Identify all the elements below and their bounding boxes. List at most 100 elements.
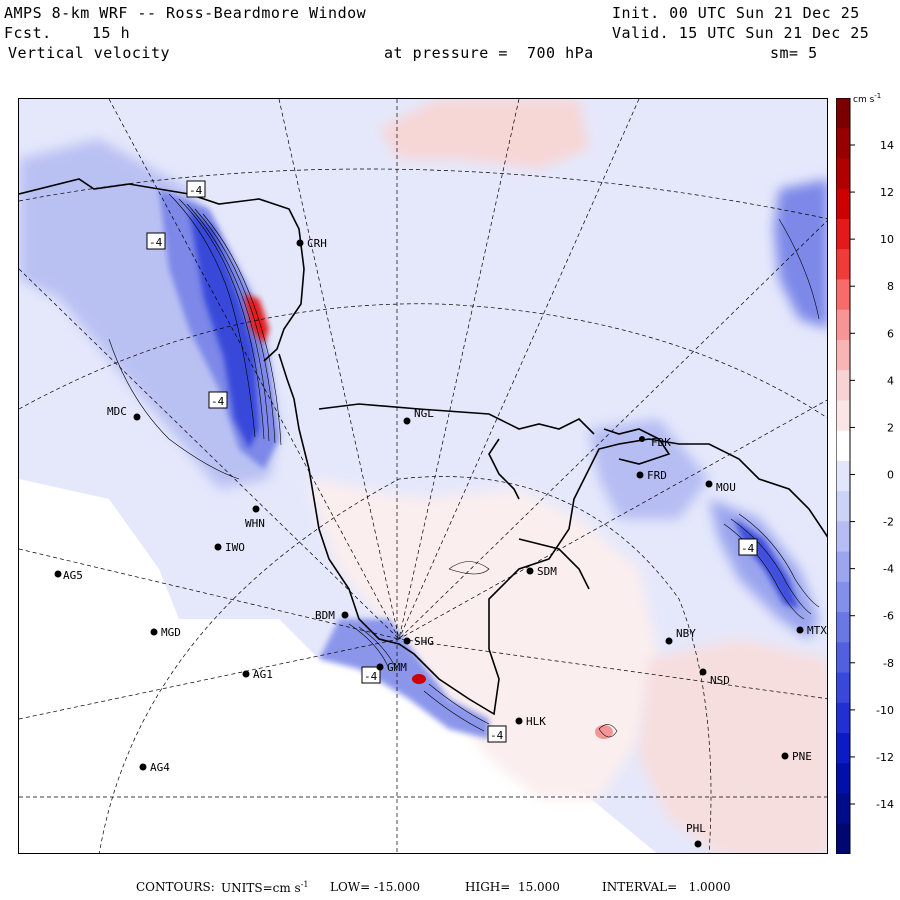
colorbar-swatch <box>836 521 850 553</box>
blue-region-ne <box>774 179 827 329</box>
model-title: AMPS 8-km WRF -- Ross-Beardmore Window <box>4 4 367 22</box>
variable-name: Vertical velocity <box>8 44 171 62</box>
colorbar-tick-label: 8 <box>887 280 894 293</box>
smoothing-value: sm= 5 <box>770 44 818 62</box>
footer-high: HIGH= 15.000 <box>465 880 560 894</box>
colorbar-swatch <box>836 188 850 220</box>
colorbar-swatch <box>836 581 850 613</box>
colorbar-swatch <box>836 612 850 643</box>
station-label: CRH <box>307 237 327 250</box>
station-hlk[interactable]: HLK <box>515 715 547 728</box>
station-label: HLK <box>526 715 546 728</box>
station-iwo[interactable]: IWO <box>214 541 245 554</box>
footer-interval: INTERVAL= 1.0000 <box>602 880 731 894</box>
station-label: MGD <box>161 626 181 639</box>
colorbar-units-exp: -1 <box>874 92 882 100</box>
colorbar-tick-label: -10 <box>876 704 894 717</box>
colorbar-swatch <box>836 370 850 401</box>
stations: CRH MDC NGL FRD FDK MOU WHN IWO AG5 SDM … <box>54 237 828 848</box>
colorbar-swatch <box>836 763 850 795</box>
colorbar-swatch <box>836 400 850 432</box>
station-label: PNE <box>792 750 812 763</box>
colorbar-tick-label: -8 <box>883 657 894 670</box>
colorbar-tick-label: 10 <box>880 233 894 246</box>
station-crh[interactable]: CRH <box>296 237 327 250</box>
coastline <box>19 178 827 716</box>
station-shg[interactable]: SHG <box>403 635 434 648</box>
station-pne[interactable]: PNE <box>781 750 812 763</box>
colorbar-swatch <box>836 823 850 854</box>
station-gmm[interactable]: GMM <box>376 661 408 674</box>
station-bdm[interactable]: BDM <box>315 609 349 622</box>
station-label: AG5 <box>63 569 83 582</box>
station-label: SDM <box>537 565 557 578</box>
colorbar-svg: 14 12 10 8 6 4 2 0 -2 -4 -6 -8 -10 -12 -14 <box>836 98 894 854</box>
station-frd[interactable]: FRD <box>636 469 667 482</box>
station-fdk[interactable]: FDK <box>639 436 671 449</box>
station-label: NGL <box>414 407 434 420</box>
colorbar-ticks: 14 12 10 8 6 4 2 0 -2 -4 -6 -8 -10 -12 -14 <box>850 139 894 811</box>
colorbar-swatch <box>836 309 850 341</box>
colorbar-swatch <box>836 460 850 492</box>
station-ngl[interactable]: NGL <box>403 407 435 425</box>
station-mgd[interactable]: MGD <box>150 626 181 639</box>
blue-region-transmountain <box>319 619 489 739</box>
footer-contours: CONTOURS: <box>136 880 215 894</box>
station-phl[interactable]: PHL <box>686 822 706 848</box>
station-label: MDC <box>107 405 127 418</box>
colorbar-tick-label: 14 <box>880 139 894 152</box>
colorbar-tick-label: -2 <box>883 516 894 529</box>
station-label: FDK <box>651 436 671 449</box>
colorbar-swatch <box>836 793 850 825</box>
colorbar-tick-label: 6 <box>887 327 894 340</box>
graticule <box>19 99 827 853</box>
colorbar-units-text: cm s <box>853 95 875 105</box>
contour-label-boxes: -4 -4 -4 -4 -4 -4 <box>146 180 758 743</box>
station-label: PHL <box>686 822 706 835</box>
contour-label: -4 <box>741 542 755 555</box>
station-label: AG1 <box>253 668 273 681</box>
colorbar-tick-label: -12 <box>876 751 894 764</box>
station-nby[interactable]: NBY <box>665 627 697 645</box>
station-ag5[interactable]: AG5 <box>54 569 83 582</box>
footer-units-exp: -1 <box>300 880 309 889</box>
colorbar-tick-label: 4 <box>887 374 894 387</box>
colorbar-swatch <box>836 702 850 734</box>
init-time: Init. 00 UTC Sun 21 Dec 25 <box>612 4 860 22</box>
colorbar-tick-label: -6 <box>883 610 894 623</box>
footer-units-text: UNITS=cm s <box>221 881 301 895</box>
colorbar-swatch <box>836 491 850 522</box>
station-sdm[interactable]: SDM <box>526 565 558 578</box>
station-label: MOU <box>716 481 736 494</box>
station-label: AG4 <box>150 761 170 774</box>
station-label: SHG <box>414 635 434 648</box>
station-mtx[interactable]: MTX <box>796 624 828 637</box>
forecast-hour: 15 h <box>92 24 131 42</box>
colorbar-swatch <box>836 672 850 704</box>
contour-label: -4 <box>189 184 203 197</box>
colorbar-swatch <box>836 128 850 159</box>
blue-region-ridge-core <box>189 209 259 449</box>
station-label: NBY <box>676 627 696 640</box>
station-label: BDM <box>315 609 335 622</box>
colorbar: 14 12 10 8 6 4 2 0 -2 -4 -6 -8 -10 -12 -14 cm s-1 <box>836 92 900 854</box>
contour-lines <box>108 193 820 738</box>
station-label: FRD <box>647 469 667 482</box>
contour-label: -4 <box>364 670 378 683</box>
station-label: NSD <box>710 674 730 687</box>
station-ag4[interactable]: AG4 <box>139 761 171 774</box>
footer-units: UNITS=cm s-1 <box>221 880 309 895</box>
colorbar-swatch <box>836 733 850 764</box>
colorbar-tick-label: 2 <box>887 421 894 434</box>
station-mdc[interactable]: MDC <box>107 405 141 421</box>
colorbar-swatches <box>836 98 850 854</box>
colorbar-swatch <box>836 98 850 129</box>
station-ag1[interactable]: AG1 <box>242 668 273 681</box>
station-nsd[interactable]: NSD <box>699 668 730 688</box>
pink-region <box>309 479 659 799</box>
station-label: WHN <box>245 517 265 530</box>
colorbar-swatch <box>836 430 850 462</box>
station-whn[interactable]: WHN <box>245 505 265 531</box>
station-mou[interactable]: MOU <box>705 480 736 495</box>
colorbar-tick-label: -14 <box>876 798 894 811</box>
